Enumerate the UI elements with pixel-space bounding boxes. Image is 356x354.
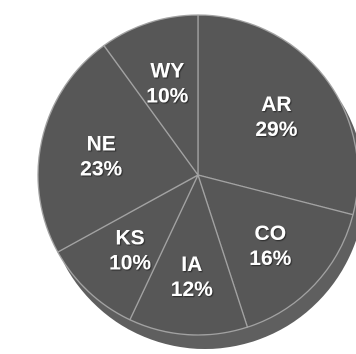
slice-category-ks: KS: [116, 226, 145, 249]
pie-slice-co: [197, 174, 354, 328]
slice-category-ia: IA: [181, 253, 202, 276]
pie-slice-ne: [37, 44, 199, 253]
pie-slice-ks: [57, 174, 199, 321]
pie-slice-wy: [103, 14, 199, 176]
slice-percent-ar: 29%: [255, 118, 297, 141]
slice-percent-wy: 10%: [146, 85, 188, 108]
pie-slice-ia: [129, 174, 249, 336]
slice-category-ar: AR: [261, 93, 291, 116]
slice-percent-co: 16%: [249, 247, 291, 270]
slice-category-ne: NE: [87, 132, 116, 155]
slice-percent-ia: 12%: [171, 278, 213, 301]
slice-percent-ks: 10%: [109, 251, 151, 274]
slice-category-wy: WY: [150, 60, 184, 83]
slice-percent-ne: 23%: [80, 157, 122, 180]
pie-slice-ar: [197, 14, 356, 216]
pie-slices: [37, 14, 356, 336]
slice-category-co: CO: [255, 222, 287, 245]
